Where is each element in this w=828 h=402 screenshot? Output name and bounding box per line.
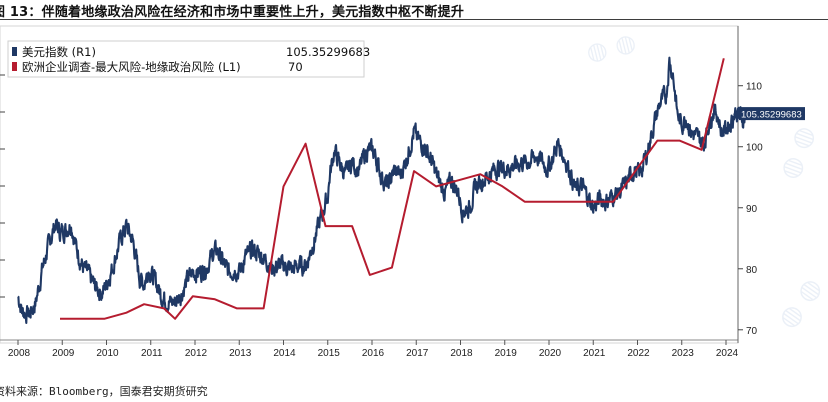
series-line-geopolitical-risk [60,58,725,320]
legend-value-geo: 70 [288,60,303,74]
x-axis-tick-label: 2012 [185,348,208,359]
x-axis-tick-label: 2020 [539,348,562,359]
legend-box [7,40,365,78]
watermark-emblem: ◍ ◍ [772,273,828,335]
right-axis-tick-label: 90 [746,204,758,215]
right-axis-tick-label: 100 [746,143,763,154]
series-layer [17,56,748,324]
x-axis-tick-label: 2010 [96,348,119,359]
last-value-marker: 105.35299683 [733,107,805,121]
x-axis-tick-label: 2024 [716,348,739,359]
x-axis-tick-label: 2022 [627,348,650,359]
right-axis: 70 80 90 100 110 [737,26,763,343]
chart-title: 图 13：伴随着地缘政治风险在经济和市场中重要性上升，美元指数中枢不断提升 [0,5,465,20]
x-axis-tick-label: 2008 [8,348,31,359]
watermark-layer: ◍ ◍ ◍ ◍ ◍ ◍ [583,28,828,335]
watermark-emblem: ◍ ◍ [774,122,821,183]
x-axis-tick-label: 2016 [362,348,385,359]
x-axis-tick-label: 2009 [52,348,75,359]
watermark-emblem: ◍ ◍ [583,28,639,67]
x-axis-tick-label: 2023 [672,348,695,359]
x-axis: 2008 2009 2010 2011 2012 2013 2014 2015 2016 2017… [8,340,739,359]
legend: 美元指数 (R1) 105.35299683 欧洲企业调查-最大风险-地缘政治风… [7,40,370,78]
source-note: 资料来源：Bloomberg，国泰君安期货研究 [0,385,208,398]
series-line-usd-index [17,56,748,324]
x-axis-tick-label: 2021 [583,348,606,359]
x-axis-tick-label: 2015 [318,348,341,359]
x-axis-tick-label: 2011 [141,348,163,359]
right-axis-tick-label: 80 [746,265,758,276]
right-axis-tick-label: 110 [746,82,762,93]
legend-value-usd: 105.35299683 [286,45,370,59]
x-axis-tick-label: 2019 [495,348,518,359]
title-rule [0,19,828,20]
legend-label-geo: 欧洲企业调查-最大风险-地缘政治风险 (L1) [22,60,241,74]
last-value-box [739,107,805,121]
last-value-label: 105.35299683 [741,110,802,121]
x-axis-tick-label: 2014 [273,348,296,359]
legend-label-usd: 美元指数 (R1) [22,45,96,59]
chart-area: ◍ ◍ ◍ ◍ ◍ ◍ 70 80 90 100 110 2008 2009 2010 201… [0,25,828,359]
x-axis-tick-label: 2018 [450,348,473,359]
legend-swatch-geo [12,62,17,71]
right-axis-tick-label: 70 [746,326,758,337]
left-axis [0,74,5,298]
legend-swatch-usd [12,47,17,56]
last-value-pointer [733,109,739,120]
x-axis-tick-label: 2013 [229,348,252,359]
x-axis-tick-label: 2017 [406,348,429,359]
